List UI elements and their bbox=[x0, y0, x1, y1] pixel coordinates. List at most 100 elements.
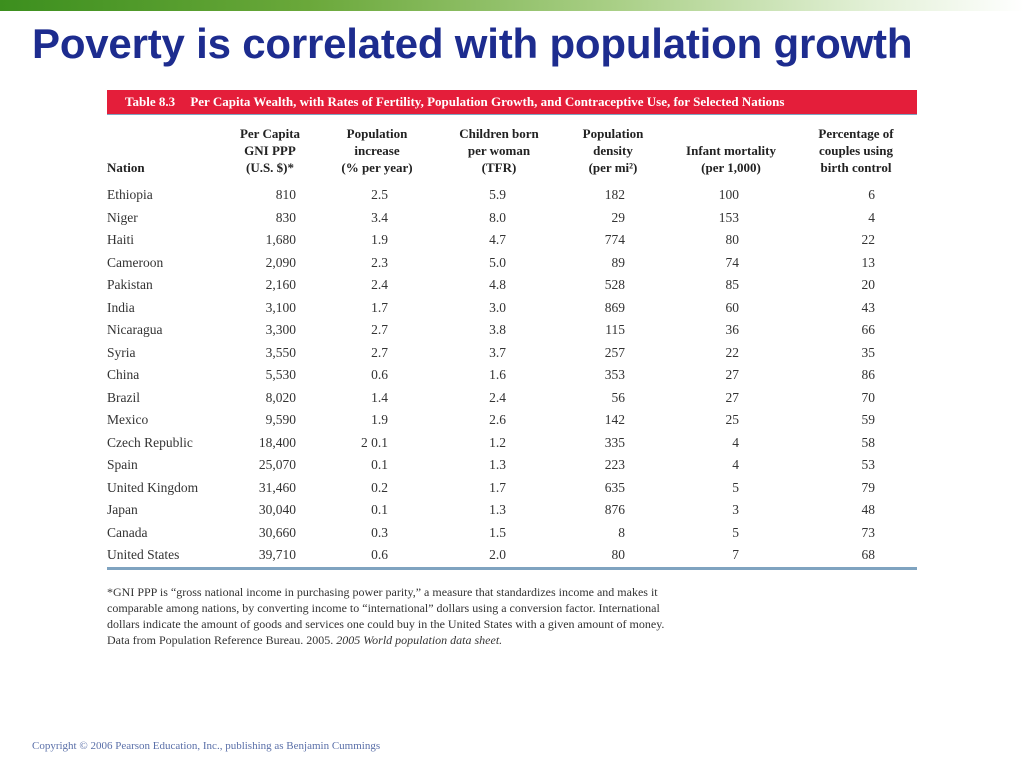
cell-tfr: 1.5 bbox=[489, 524, 506, 540]
cell-population-density: 774 bbox=[604, 232, 625, 248]
slide-title: Poverty is correlated with population gr… bbox=[32, 20, 913, 67]
cell-gni: 3,100 bbox=[265, 299, 296, 315]
table-header: Nation Per Capita GNI PPP (U.S. $)* Populati… bbox=[107, 115, 917, 180]
cell-infant-mortality: 27 bbox=[725, 367, 740, 383]
header-line: Population bbox=[346, 126, 408, 141]
cell-gni: 2,090 bbox=[265, 254, 296, 270]
cell-infant-mortality: 100 bbox=[718, 187, 739, 203]
table-caption-bar: Table 8.3 Per Capita Wealth, with Rates … bbox=[107, 90, 917, 114]
cell-infant-mortality: 4 bbox=[732, 434, 739, 450]
cell-gni: 25,070 bbox=[258, 457, 296, 473]
cell-gni: 30,660 bbox=[258, 524, 296, 540]
cell-nation: Pakistan bbox=[107, 277, 153, 293]
cell-population-increase: 1.9 bbox=[371, 232, 388, 248]
cell-tfr: 1.6 bbox=[489, 367, 506, 383]
cell-infant-mortality: 5 bbox=[732, 524, 739, 540]
header-line: (per mi²) bbox=[588, 160, 638, 175]
cell-population-density: 223 bbox=[604, 457, 625, 473]
cell-population-density: 56 bbox=[611, 389, 626, 405]
cell-gni: 18,400 bbox=[258, 434, 296, 450]
header-line: Infant mortality bbox=[686, 143, 776, 158]
cell-gni: 8,020 bbox=[265, 389, 296, 405]
table-row: Nicaragua 3,300 2.7 3.8 115 36 66 bbox=[107, 319, 917, 342]
table-row: Cameroon 2,090 2.3 5.0 89 74 13 bbox=[107, 252, 917, 275]
cell-population-increase: 1.9 bbox=[371, 412, 388, 428]
cell-tfr: 1.7 bbox=[489, 479, 506, 495]
cell-gni: 1,680 bbox=[265, 232, 296, 248]
table-caption: Per Capita Wealth, with Rates of Fertili… bbox=[190, 94, 785, 109]
data-table-figure: Table 8.3 Per Capita Wealth, with Rates … bbox=[107, 90, 917, 648]
cell-gni: 39,710 bbox=[258, 547, 296, 563]
header-line: Children born bbox=[459, 126, 539, 141]
table-row: Ethiopia 810 2.5 5.9 182 100 6 bbox=[107, 180, 917, 207]
cell-population-increase: 2.7 bbox=[371, 322, 388, 338]
copyright-notice: Copyright © 2006 Pearson Education, Inc.… bbox=[32, 740, 381, 752]
cell-population-increase: 0.2 bbox=[371, 479, 388, 495]
column-header-gni: Per Capita GNI PPP (U.S. $)* bbox=[225, 115, 315, 180]
cell-infant-mortality: 27 bbox=[725, 389, 740, 405]
header-top-rule bbox=[107, 114, 917, 115]
cell-nation: Cameroon bbox=[107, 254, 164, 270]
cell-population-increase: 2 0.1 bbox=[361, 434, 388, 450]
cell-nation: Ethiopia bbox=[107, 187, 153, 203]
cell-population-density: 29 bbox=[611, 209, 626, 225]
cell-tfr: 1.2 bbox=[489, 434, 506, 450]
cell-nation: Syria bbox=[107, 344, 136, 360]
table-row: Mexico 9,590 1.9 2.6 142 25 59 bbox=[107, 409, 917, 432]
cell-population-density: 876 bbox=[604, 502, 625, 518]
table-row: Pakistan 2,160 2.4 4.8 528 85 20 bbox=[107, 274, 917, 297]
table-row: Canada 30,660 0.3 1.5 8 5 73 bbox=[107, 522, 917, 545]
cell-birth-control: 58 bbox=[861, 434, 876, 450]
cell-population-increase: 0.6 bbox=[371, 547, 388, 563]
cell-infant-mortality: 3 bbox=[732, 502, 739, 518]
cell-infant-mortality: 4 bbox=[732, 457, 739, 473]
cell-gni: 30,040 bbox=[258, 502, 296, 518]
cell-nation: Japan bbox=[107, 502, 138, 518]
cell-tfr: 5.9 bbox=[489, 187, 506, 203]
footnote-text: *GNI PPP is “gross national income in pu… bbox=[107, 584, 665, 647]
cell-population-density: 528 bbox=[604, 277, 625, 293]
cell-birth-control: 66 bbox=[861, 322, 876, 338]
cell-birth-control: 35 bbox=[861, 344, 876, 360]
cell-population-density: 142 bbox=[604, 412, 625, 428]
cell-gni: 9,590 bbox=[265, 412, 296, 428]
header-line: (U.S. $)* bbox=[245, 160, 295, 175]
cell-population-density: 635 bbox=[604, 479, 625, 495]
cell-birth-control: 73 bbox=[861, 524, 876, 540]
cell-tfr: 1.3 bbox=[489, 502, 506, 518]
cell-infant-mortality: 153 bbox=[718, 209, 739, 225]
cell-tfr: 3.7 bbox=[489, 344, 506, 360]
cell-tfr: 5.0 bbox=[489, 254, 506, 270]
cell-birth-control: 70 bbox=[861, 389, 876, 405]
cell-infant-mortality: 85 bbox=[725, 277, 740, 293]
table-number: Table 8.3 bbox=[125, 94, 176, 109]
cell-population-density: 869 bbox=[604, 299, 625, 315]
cell-population-density: 115 bbox=[605, 322, 625, 338]
table-row: Japan 30,040 0.1 1.3 876 3 48 bbox=[107, 499, 917, 522]
cell-birth-control: 43 bbox=[861, 299, 876, 315]
cell-birth-control: 22 bbox=[861, 232, 876, 248]
cell-infant-mortality: 7 bbox=[732, 547, 739, 563]
cell-population-increase: 2.5 bbox=[371, 187, 388, 203]
table-bottom-rule bbox=[107, 566, 917, 570]
header-line: Nation bbox=[107, 160, 145, 175]
cell-population-increase: 0.1 bbox=[371, 502, 388, 518]
column-header-tfr: Children born per woman (TFR) bbox=[439, 115, 559, 180]
cell-gni: 3,550 bbox=[265, 344, 296, 360]
header-line: couples using bbox=[818, 143, 894, 158]
cell-nation: United Kingdom bbox=[107, 479, 199, 495]
cell-birth-control: 48 bbox=[861, 502, 876, 518]
header-line: (TFR) bbox=[481, 160, 517, 175]
cell-nation: United States bbox=[107, 547, 180, 563]
cell-nation: Czech Republic bbox=[107, 434, 193, 450]
cell-tfr: 1.3 bbox=[489, 457, 506, 473]
data-table: Nation Per Capita GNI PPP (U.S. $)* Populati… bbox=[107, 115, 917, 567]
cell-population-density: 80 bbox=[611, 547, 626, 563]
column-header-population-density: Population density (per mi²) bbox=[559, 115, 667, 180]
cell-population-increase: 1.4 bbox=[371, 389, 388, 405]
column-header-infant-mortality: Infant mortality (per 1,000) bbox=[667, 115, 795, 180]
cell-tfr: 4.8 bbox=[489, 277, 506, 293]
top-accent-bar bbox=[0, 0, 1024, 11]
cell-nation: Brazil bbox=[107, 389, 140, 405]
cell-gni: 31,460 bbox=[258, 479, 296, 495]
